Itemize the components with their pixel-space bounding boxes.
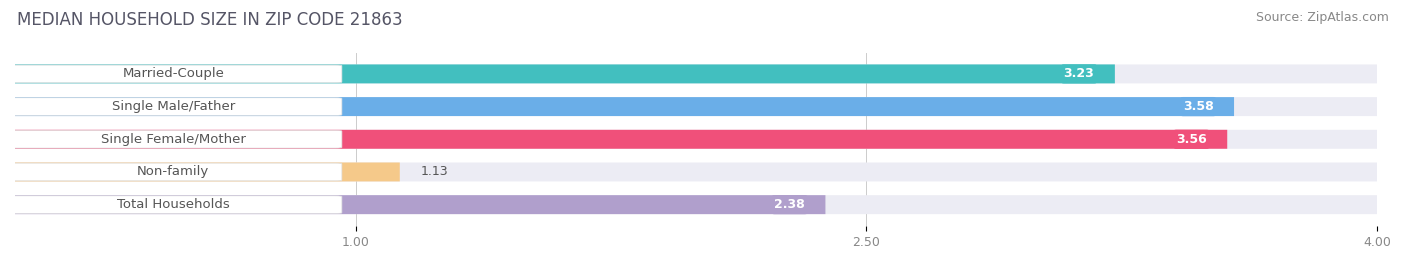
FancyBboxPatch shape [15, 195, 825, 214]
Text: Total Households: Total Households [117, 198, 229, 211]
FancyBboxPatch shape [15, 65, 1376, 83]
Text: Non-family: Non-family [138, 165, 209, 178]
FancyBboxPatch shape [4, 130, 342, 148]
Text: Single Female/Mother: Single Female/Mother [101, 133, 246, 146]
Text: 3.23: 3.23 [1064, 68, 1094, 80]
FancyBboxPatch shape [15, 130, 1227, 149]
FancyBboxPatch shape [15, 162, 1376, 182]
Text: 1.13: 1.13 [420, 165, 449, 178]
FancyBboxPatch shape [15, 65, 1115, 83]
Text: 3.58: 3.58 [1182, 100, 1213, 113]
Text: 2.38: 2.38 [775, 198, 806, 211]
Text: MEDIAN HOUSEHOLD SIZE IN ZIP CODE 21863: MEDIAN HOUSEHOLD SIZE IN ZIP CODE 21863 [17, 11, 402, 29]
FancyBboxPatch shape [15, 97, 1234, 116]
FancyBboxPatch shape [4, 196, 342, 214]
FancyBboxPatch shape [15, 162, 399, 182]
FancyBboxPatch shape [4, 65, 342, 83]
FancyBboxPatch shape [4, 163, 342, 181]
FancyBboxPatch shape [15, 195, 1376, 214]
FancyBboxPatch shape [15, 130, 1376, 149]
FancyBboxPatch shape [4, 98, 342, 115]
Text: 3.56: 3.56 [1175, 133, 1206, 146]
Text: Source: ZipAtlas.com: Source: ZipAtlas.com [1256, 11, 1389, 24]
Text: Married-Couple: Married-Couple [122, 68, 225, 80]
Text: Single Male/Father: Single Male/Father [111, 100, 235, 113]
FancyBboxPatch shape [15, 97, 1376, 116]
